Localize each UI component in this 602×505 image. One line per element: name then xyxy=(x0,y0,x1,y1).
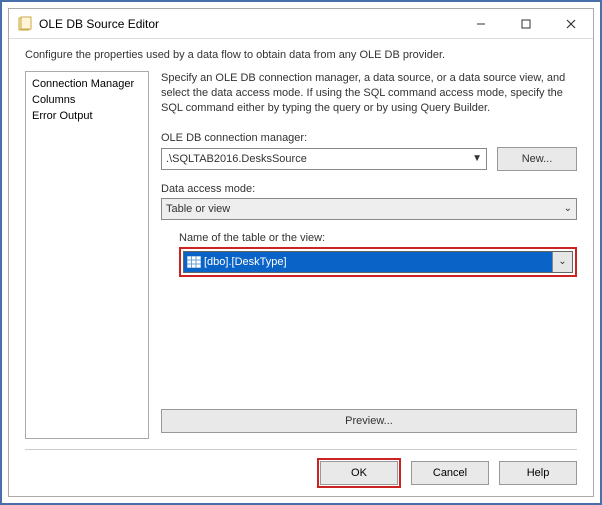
table-dropdown-highlight: [dbo].[DeskType] ⌄ xyxy=(179,247,577,277)
main-panel: Specify an OLE DB connection manager, a … xyxy=(161,71,577,439)
chevron-down-icon: ⌄ xyxy=(564,203,572,214)
chevron-down-icon: ⌄ xyxy=(552,252,572,272)
table-name-label: Name of the table or the view: xyxy=(179,232,577,244)
dialog-description: Configure the properties used by a data … xyxy=(9,39,593,71)
data-access-mode-value: Table or view xyxy=(166,203,230,215)
titlebar: OLE DB Source Editor xyxy=(9,9,593,39)
sidebar-item-connection-manager[interactable]: Connection Manager xyxy=(30,76,144,92)
sidebar: Connection Manager Columns Error Output xyxy=(25,71,149,439)
data-access-mode-dropdown[interactable]: Table or view ⌄ xyxy=(161,198,577,220)
table-name-value: [dbo].[DeskType] xyxy=(204,256,552,268)
dialog-footer: OK Cancel Help xyxy=(9,450,593,496)
close-button[interactable] xyxy=(548,9,593,38)
preview-button[interactable]: Preview... xyxy=(161,409,577,433)
ok-button-highlight: OK xyxy=(317,458,401,488)
maximize-button[interactable] xyxy=(503,9,548,38)
new-connection-button[interactable]: New... xyxy=(497,147,577,171)
connection-manager-value: .\SQLTAB2016.DesksSource xyxy=(166,153,307,165)
connection-manager-dropdown[interactable]: .\SQLTAB2016.DesksSource ▼ xyxy=(161,148,487,170)
minimize-button[interactable] xyxy=(458,9,503,38)
connection-label: OLE DB connection manager: xyxy=(161,132,577,144)
dialog-window: OLE DB Source Editor Configure the prope… xyxy=(8,8,594,497)
ok-button[interactable]: OK xyxy=(320,461,398,485)
table-icon xyxy=(184,256,204,268)
instructions-text: Specify an OLE DB connection manager, a … xyxy=(161,71,577,116)
cancel-button[interactable]: Cancel xyxy=(411,461,489,485)
window-title: OLE DB Source Editor xyxy=(39,17,458,31)
window-buttons xyxy=(458,9,593,38)
dialog-body: Connection Manager Columns Error Output … xyxy=(9,71,593,449)
app-icon xyxy=(17,16,33,32)
chevron-down-icon: ▼ xyxy=(472,153,482,164)
help-button[interactable]: Help xyxy=(499,461,577,485)
sidebar-item-columns[interactable]: Columns xyxy=(30,92,144,108)
screenshot-frame: OLE DB Source Editor Configure the prope… xyxy=(0,0,602,505)
data-access-mode-label: Data access mode: xyxy=(161,183,577,195)
sidebar-item-error-output[interactable]: Error Output xyxy=(30,108,144,124)
table-name-dropdown[interactable]: [dbo].[DeskType] ⌄ xyxy=(183,251,573,273)
